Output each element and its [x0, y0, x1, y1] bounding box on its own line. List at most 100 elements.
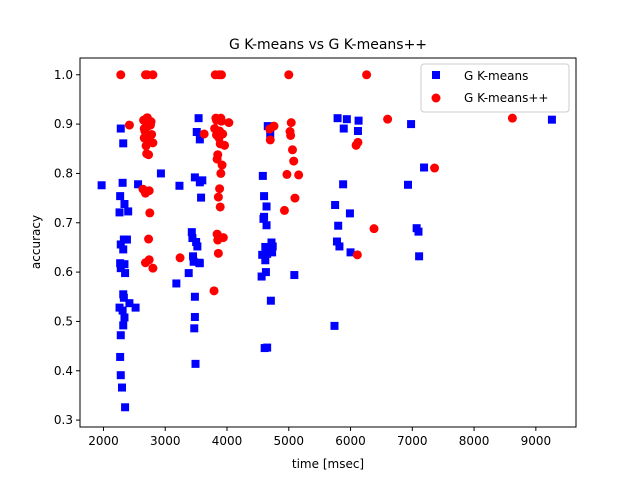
data-point-circle — [213, 150, 223, 160]
data-point-square — [197, 193, 206, 202]
data-point-circle — [209, 286, 219, 296]
data-point-circle — [144, 255, 154, 265]
data-point-circle — [383, 114, 393, 124]
data-point-square — [331, 201, 340, 210]
data-point-square — [261, 256, 270, 265]
data-point-circle — [175, 253, 185, 263]
data-point-square — [547, 115, 556, 124]
data-point-square — [339, 180, 348, 189]
data-point-square — [193, 242, 202, 251]
data-point-circle — [148, 70, 158, 80]
x-axis: 2000 3000 4000 5000 6000 7000 8000 9000 — [88, 427, 551, 448]
data-point-circle — [352, 250, 362, 260]
data-point-square — [120, 200, 129, 209]
legend-box — [420, 63, 570, 113]
data-point-square — [134, 180, 143, 189]
data-point-square — [266, 129, 275, 138]
data-point-circle — [286, 118, 296, 128]
data-point-circle — [269, 121, 279, 131]
data-point-circle — [199, 129, 209, 139]
data-point-square — [266, 296, 275, 305]
data-point-square — [333, 114, 342, 123]
data-point-square — [131, 303, 140, 312]
data-point-square — [330, 321, 339, 330]
series-g-kmeans-plus — [116, 70, 517, 296]
data-point-circle — [216, 116, 226, 126]
data-point-square — [261, 242, 270, 251]
data-point-circle — [282, 169, 292, 179]
data-point-circle — [217, 160, 227, 170]
chart-title: G K-means vs G K-means++ — [229, 37, 427, 53]
x-tick-label: 9000 — [521, 434, 552, 448]
data-point-square — [116, 352, 125, 361]
x-axis-label: time [msec] — [292, 457, 364, 471]
data-point-square — [125, 299, 134, 308]
data-point-square — [121, 269, 130, 278]
data-point-square — [119, 321, 128, 330]
data-point-square — [120, 260, 129, 269]
data-point-circle — [220, 140, 230, 150]
legend: G K-means G K-means++ — [420, 63, 570, 113]
data-point-circle — [216, 168, 226, 178]
data-point-square — [407, 120, 416, 129]
legend-label-g-kmeans: G K-means — [464, 69, 528, 83]
data-point-circle — [294, 170, 304, 180]
data-point-square — [172, 279, 181, 288]
data-point-square — [175, 181, 184, 190]
data-point-square — [334, 221, 343, 230]
data-point-square — [290, 271, 299, 280]
data-point-square — [116, 240, 125, 249]
y-tick-label: 0.5 — [54, 314, 73, 328]
data-point-square — [124, 207, 133, 216]
data-point-square — [191, 359, 200, 368]
data-point-square — [346, 248, 355, 257]
y-tick-label: 0.6 — [54, 265, 73, 279]
y-axis-label: accuracy — [29, 215, 43, 269]
data-point-circle — [213, 192, 223, 202]
y-tick-label: 0.4 — [54, 364, 73, 378]
data-point-square — [118, 383, 127, 392]
data-point-square — [353, 127, 362, 136]
data-point-circle — [147, 129, 157, 139]
data-point-square — [189, 257, 198, 266]
data-point-square — [345, 209, 354, 218]
data-point-square — [190, 324, 199, 333]
data-point-circle — [218, 129, 228, 139]
data-point-square — [194, 114, 203, 123]
data-point-square — [261, 268, 270, 277]
y-tick-label: 0.3 — [54, 413, 73, 427]
data-point-circle — [148, 263, 158, 273]
x-tick-label: 4000 — [212, 434, 243, 448]
data-point-square — [190, 292, 199, 301]
data-point-square — [262, 202, 271, 211]
data-point-square — [268, 242, 277, 251]
data-point-square — [190, 173, 199, 182]
series-g-kmeans — [97, 114, 556, 412]
data-point-square — [335, 242, 344, 251]
data-point-circle — [216, 70, 226, 80]
data-point-square — [116, 259, 125, 268]
x-tick-label: 3000 — [150, 434, 181, 448]
legend-marker-g-kmeans — [432, 71, 440, 79]
data-point-circle — [215, 202, 225, 212]
data-point-circle — [146, 117, 156, 127]
data-point-square — [262, 221, 271, 230]
data-point-square — [342, 115, 351, 124]
marks-layer — [97, 70, 556, 412]
data-point-circle — [116, 70, 126, 80]
data-point-square — [119, 245, 128, 254]
data-point-square — [195, 259, 204, 268]
data-point-square — [119, 293, 128, 302]
x-tick-label: 7000 — [397, 434, 428, 448]
legend-marker-g-kmeans-plus — [431, 93, 441, 103]
data-point-circle — [144, 234, 154, 244]
data-point-circle — [218, 233, 228, 243]
data-point-square — [116, 371, 125, 380]
y-tick-label: 0.9 — [54, 117, 73, 131]
y-tick-label: 0.7 — [54, 216, 73, 230]
data-point-square — [116, 331, 125, 340]
data-point-square — [198, 176, 207, 185]
data-point-square — [260, 192, 269, 201]
data-point-square — [119, 139, 128, 148]
